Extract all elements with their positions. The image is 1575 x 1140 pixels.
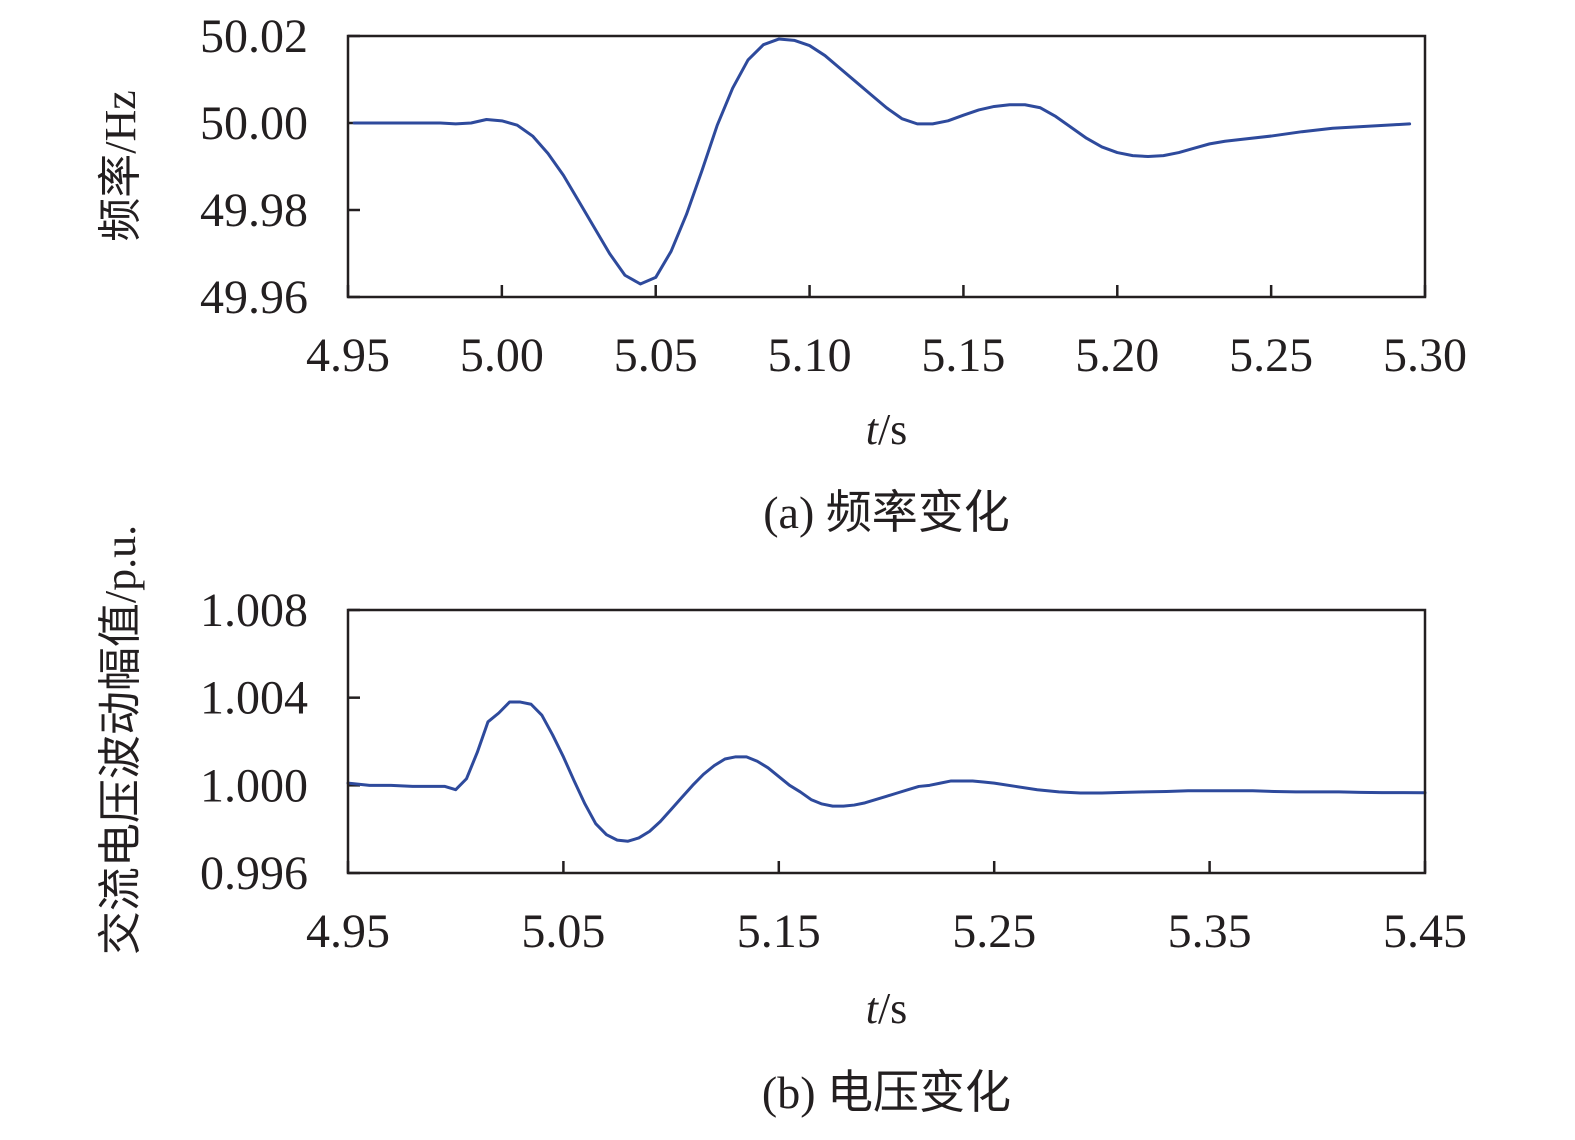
voltage-chart: 0.996 1.000 1.004 1.008 4.95 5.05 5.15 5.25 5.3… — [96, 525, 1467, 1118]
y-tick-label: 50.00 — [200, 97, 308, 150]
x-tick-label: 5.05 — [614, 329, 698, 382]
plot-frame — [346, 34, 1427, 299]
frequency-chart: 49.96 49.98 50.00 50.02 4.95 5.00 5.05 5.10 5.1… — [96, 10, 1467, 538]
x-tick-label: 5.05 — [521, 905, 605, 958]
y-ticks: 0.996 1.000 1.004 1.008 — [200, 584, 360, 900]
x-axis-label: t/s — [866, 405, 908, 454]
y-tick-label: 1.004 — [200, 672, 308, 725]
chart-caption: (a) 频率变化 — [763, 487, 1010, 538]
x-tick-label: 5.10 — [768, 329, 852, 382]
y-tick-label: 1.000 — [200, 759, 308, 812]
x-tick-label: 5.45 — [1383, 905, 1467, 958]
x-tick-label: 5.15 — [737, 905, 821, 958]
x-tick-label: 4.95 — [306, 905, 390, 958]
x-tick-label: 5.25 — [952, 905, 1036, 958]
frequency-series-line — [352, 37, 1412, 286]
x-axis-label: t/s — [866, 984, 908, 1033]
x-ticks: 4.95 5.00 5.05 5.10 5.15 5.20 5.25 5.30 — [306, 285, 1467, 382]
x-tick-label: 5.20 — [1075, 329, 1159, 382]
y-tick-label: 49.96 — [200, 271, 308, 324]
y-axis-label: 频率/Hz — [96, 90, 145, 242]
x-tick-label: 5.15 — [921, 329, 1005, 382]
voltage-series-line — [346, 700, 1427, 843]
y-tick-label: 1.008 — [200, 584, 308, 637]
y-tick-label: 49.98 — [200, 184, 308, 237]
y-axis-label: 交流电压波动幅值/p.u. — [96, 525, 145, 955]
x-tick-label: 5.00 — [460, 329, 544, 382]
x-tick-label: 5.35 — [1168, 905, 1252, 958]
x-tick-label: 4.95 — [306, 329, 390, 382]
y-tick-label: 50.02 — [200, 10, 308, 63]
y-ticks: 49.96 49.98 50.00 50.02 — [200, 10, 360, 324]
x-tick-label: 5.25 — [1229, 329, 1313, 382]
x-tick-label: 5.30 — [1383, 329, 1467, 382]
chart-caption: (b) 电压变化 — [762, 1067, 1011, 1118]
y-tick-label: 0.996 — [200, 847, 308, 900]
plot-frame — [346, 608, 1427, 875]
x-ticks: 4.95 5.05 5.15 5.25 5.35 5.45 — [306, 861, 1467, 958]
